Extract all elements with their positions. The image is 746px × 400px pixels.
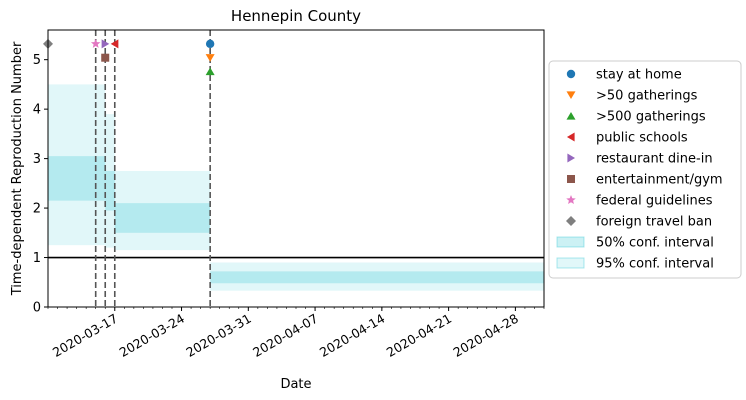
legend-marker-federal-guidelines [566,195,576,205]
legend-marker-foreign-travel-ban [566,216,576,226]
y-axis-label: Time-dependent Reproduction Number [10,41,25,296]
legend-marker-restaurant-dine-in [567,153,576,163]
ci50-band-3 [210,271,544,284]
legend-swatch-50-conf-interval [556,236,585,248]
marker-restaurant-dine-in [101,39,110,49]
marker-50-gatherings [205,54,215,62]
x-tick-label-4: 2020-04-14 [317,311,387,360]
legend: stay at home >50 gatherings >500 gathering… [548,60,742,279]
ci50-band-0 [48,156,106,201]
x-tick-label-0: 2020-03-17 [50,311,120,360]
ci95-band-1 [105,114,115,248]
legend-label-50-conf-interval: 50% conf. interval [596,236,714,251]
legend-label-federal-guidelines: federal guidelines [596,194,713,209]
chart-title: Hennepin County [231,7,361,25]
x-axis-label: Date [280,377,311,392]
ci50-band-2 [114,203,211,233]
legend-label-foreign-travel-ban: foreign travel ban [596,215,712,230]
legend-label-500-gatherings: >500 gatherings [596,110,706,125]
legend-label-50-gatherings: >50 gatherings [596,89,698,104]
ci95-band-3 [210,262,544,291]
y-tick-label-1: 1 [33,251,41,266]
ci50-band-1 [105,170,115,211]
y-tick-label-4: 4 [33,103,41,118]
legend-marker-500-gatherings [566,111,576,120]
marker-public-schools [110,39,119,49]
x-tick-label-1: 2020-03-24 [117,311,187,360]
legend-swatch-95-conf-interval [556,257,585,269]
legend-label-restaurant-dine-in: restaurant dine-in [596,152,713,167]
x-tick-label-6: 2020-04-28 [450,311,520,360]
legend-label-95-conf-interval: 95% conf. interval [596,257,714,272]
legend-marker-stay-at-home [566,69,576,79]
y-tick-label-5: 5 [33,53,41,68]
y-tick-label-0: 0 [33,301,41,316]
ci95-band-2 [114,170,211,251]
legend-marker-entertainment-gym [567,175,575,183]
legend-marker-50-gatherings [566,91,576,100]
y-tick-label-3: 3 [33,152,41,167]
marker-stay-at-home [205,39,215,49]
legend-label-stay-at-home: stay at home [596,68,682,83]
x-tick-label-3: 2020-04-07 [250,311,320,360]
x-tick-label-5: 2020-04-21 [384,311,454,360]
legend-label-entertainment-gym: entertainment/gym [596,173,723,188]
plot-area: 0123452020-03-172020-03-242020-03-312020… [33,29,545,360]
x-tick-label-2: 2020-03-31 [183,311,253,360]
marker-federal-guidelines [90,38,101,48]
legend-marker-public-schools [566,132,575,142]
legend-label-public-schools: public schools [596,131,688,146]
y-tick-label-2: 2 [33,202,41,217]
legend-frame [548,60,742,279]
marker-500-gatherings [205,67,215,76]
marker-entertainment-gym [101,53,110,62]
